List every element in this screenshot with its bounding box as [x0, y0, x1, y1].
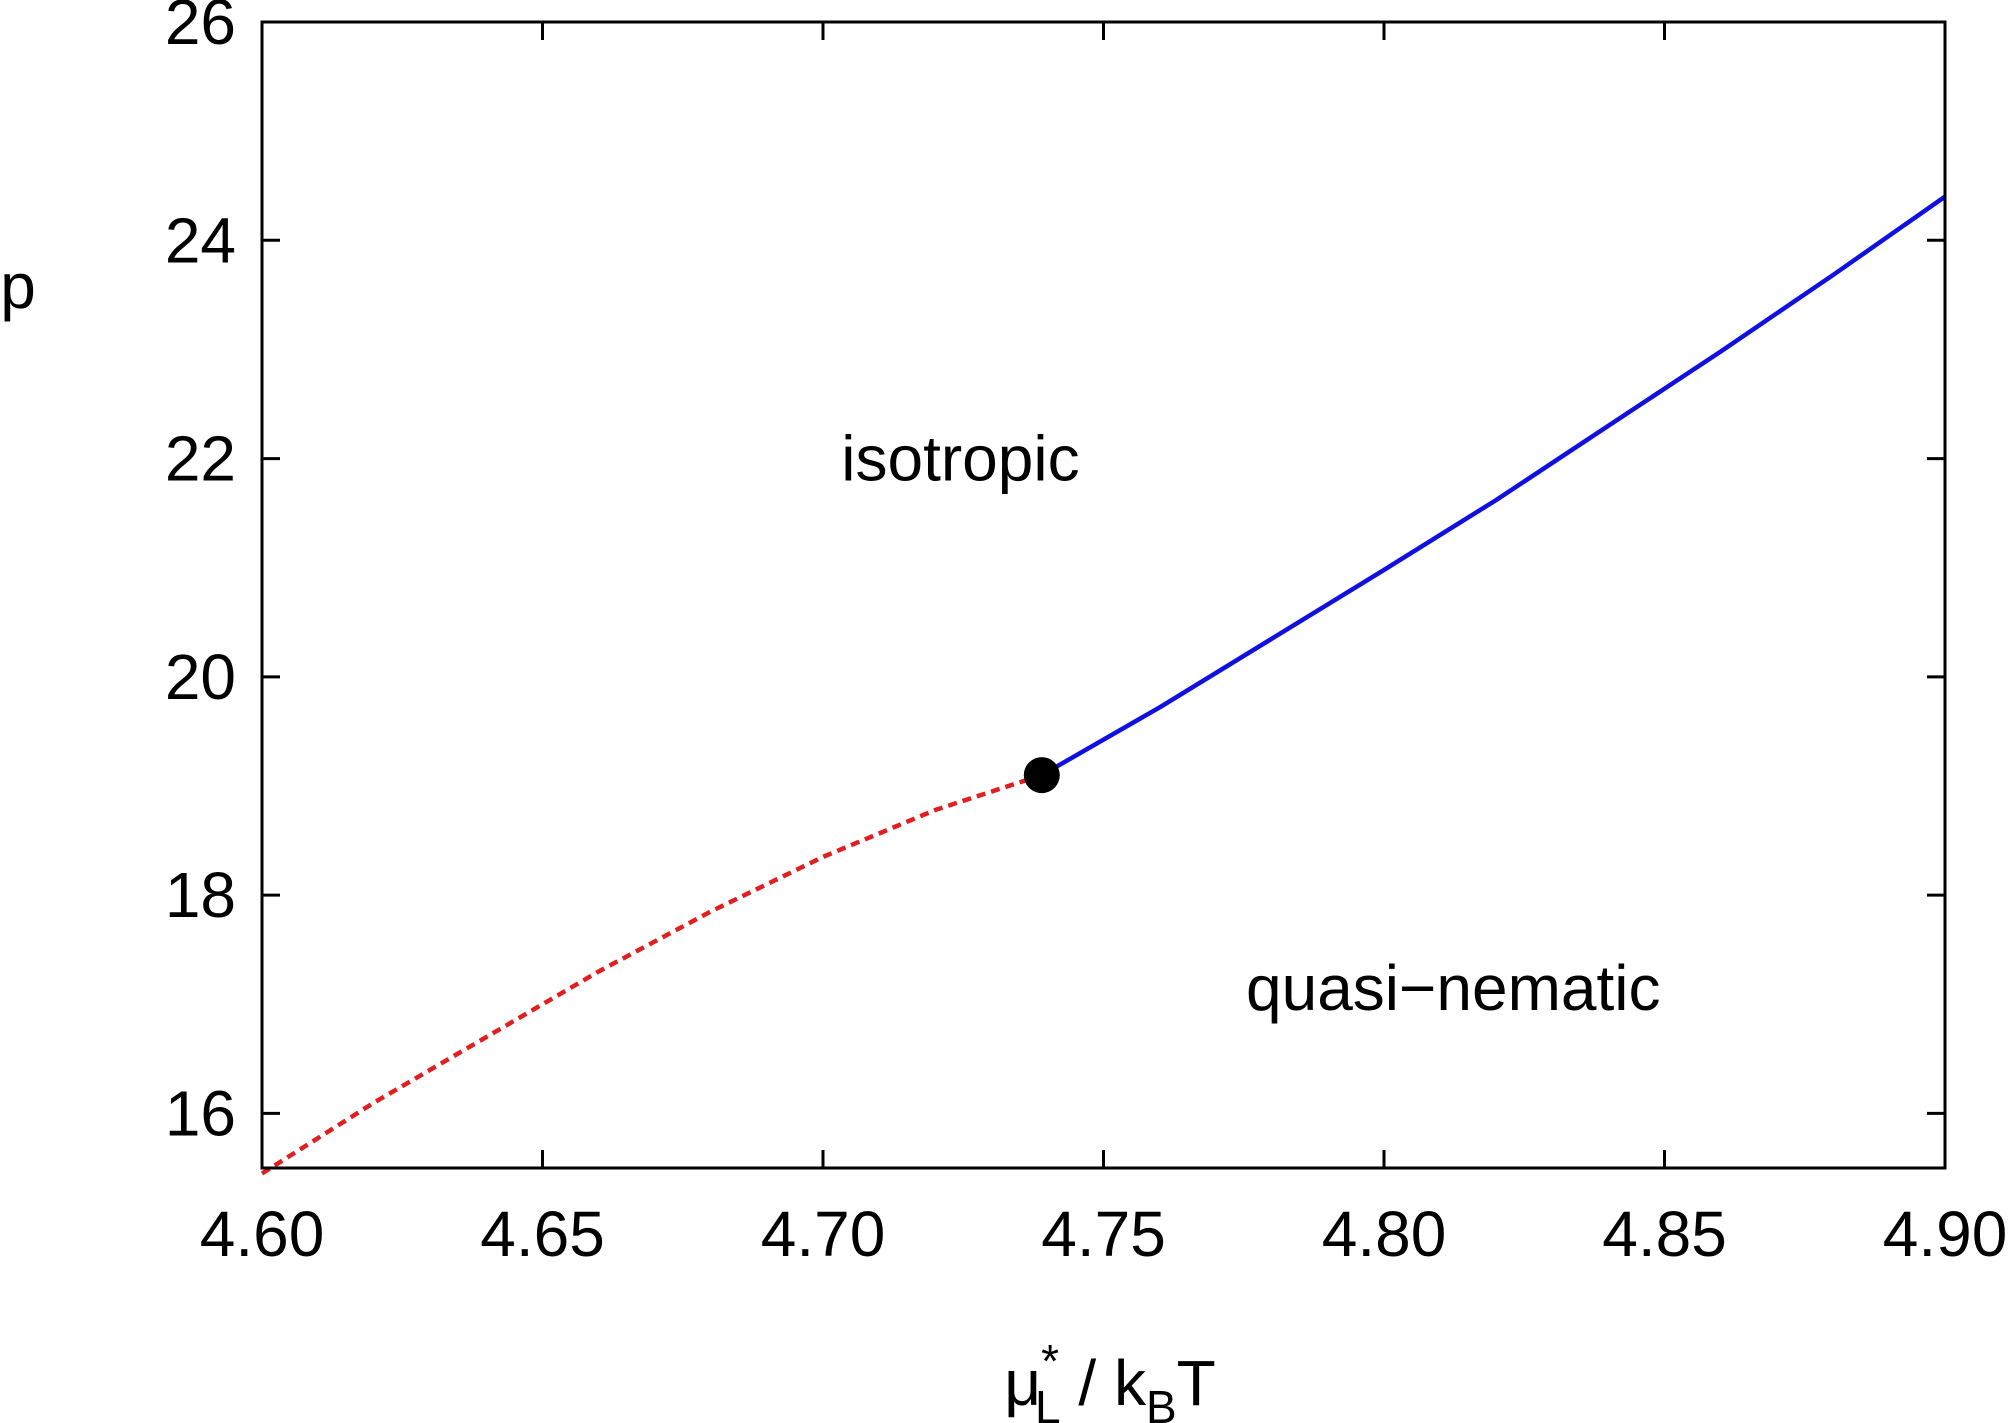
critical-point-marker [1023, 757, 1060, 794]
y-tick-label: 18 [165, 859, 236, 931]
y-tick-label: 26 [165, 0, 236, 58]
x-tick-label: 4.80 [1322, 1198, 1447, 1270]
y-tick-label: 24 [165, 204, 236, 276]
metastable-coexistence-line [260, 772, 1043, 1176]
region-label-quasi-nematic: quasi−nematic [1246, 952, 1660, 1024]
y-tick-label: 20 [165, 641, 236, 713]
axis-ticks [260, 20, 1947, 1168]
x-tick-label: 4.90 [1883, 1198, 2008, 1270]
region-label-isotropic: isotropic [841, 423, 1079, 495]
y-axis-label: p [0, 250, 36, 322]
x-tick-label: 4.60 [200, 1198, 325, 1270]
tick-labels: 4.60 4.65 4.70 4.75 4.80 4.85 4.90 16 18 20 22 24 26 [165, 0, 2007, 1270]
x-tick-label: 4.65 [480, 1198, 605, 1270]
region-labels: isotropic quasi−nematic [841, 423, 1660, 1024]
x-tick-label: 4.75 [1041, 1198, 1166, 1270]
plot-frame [260, 20, 1947, 1170]
series-layer [260, 194, 1947, 1176]
x-tick-label: 4.85 [1602, 1198, 1727, 1270]
y-tick-label: 22 [165, 423, 236, 495]
x-axis-label: μ* L / kBT [1004, 1335, 1216, 1423]
x-tick-label: 4.70 [761, 1198, 886, 1270]
coexistence-line [1040, 194, 1947, 778]
y-tick-label: 16 [165, 1077, 236, 1149]
